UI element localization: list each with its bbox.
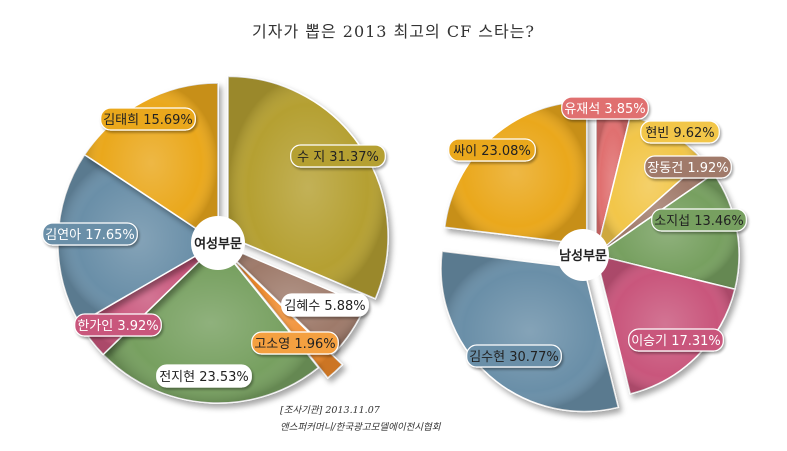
- data-label-text: 김태희 15.69%: [103, 113, 193, 128]
- data-label-pill: [100, 107, 196, 131]
- data-label-김태희: 김태희 15.69%: [100, 107, 196, 131]
- data-label-소지섭: 소지섭 13.46%: [651, 208, 747, 232]
- data-label-text: 한가인 3.92%: [77, 319, 158, 334]
- data-label-pill: [74, 313, 162, 337]
- data-label-pill: [644, 155, 732, 179]
- source-line-1: [조사기관] 2013.11.07: [280, 405, 380, 416]
- data-label-수지: 수 지 31.37%: [290, 144, 386, 168]
- pie-center-label: 남성부문: [559, 248, 607, 264]
- data-label-pill: [640, 120, 720, 144]
- data-label-현빈: 현빈 9.62%: [640, 120, 720, 144]
- data-label-장동건: 장동건 1.92%: [644, 155, 732, 179]
- data-label-pill: [42, 222, 138, 246]
- data-label-한가인: 한가인 3.92%: [74, 313, 162, 337]
- data-label-pill: [251, 331, 339, 355]
- data-label-pill: [628, 328, 724, 352]
- source-line-2: 앤스퍼커머니/한국광고모델에이전시협회: [280, 422, 441, 433]
- data-label-text: 수 지 31.37%: [297, 150, 379, 165]
- data-label-text: 김수현 30.77%: [469, 350, 559, 365]
- data-label-text: 현빈 9.62%: [645, 126, 714, 141]
- data-label-text: 김연아 17.65%: [45, 228, 135, 243]
- data-label-고소영: 고소영 1.96%: [251, 331, 339, 355]
- data-label-pill: [281, 293, 369, 317]
- data-label-text: 싸이 23.08%: [453, 144, 531, 159]
- data-label-text: 전지현 23.53%: [159, 370, 249, 385]
- chart-title: 기자가 뽑은 2013 최고의 CF 스타는?: [252, 22, 535, 41]
- pie-center-hole: [557, 229, 609, 281]
- data-label-김수현: 김수현 30.77%: [466, 344, 562, 368]
- data-label-text: 장동건 1.92%: [647, 161, 728, 176]
- data-label-pill: [651, 208, 747, 232]
- data-label-김연아: 김연아 17.65%: [42, 222, 138, 246]
- data-label-text: 소지섭 13.46%: [654, 214, 744, 229]
- data-label-text: 김혜수 5.88%: [284, 299, 365, 314]
- data-label-싸이: 싸이 23.08%: [448, 138, 536, 162]
- pie-center-hole: [191, 216, 245, 270]
- data-label-전지현: 전지현 23.53%: [156, 364, 252, 388]
- data-label-김혜수: 김혜수 5.88%: [281, 293, 369, 317]
- data-label-text: 유재석 3.85%: [564, 102, 645, 117]
- pie-center-label: 여성부문: [194, 236, 242, 252]
- data-label-pill: [448, 138, 536, 162]
- data-label-이승기: 이승기 17.31%: [628, 328, 724, 352]
- data-label-pill: [290, 144, 386, 168]
- data-label-pill: [561, 96, 649, 120]
- data-label-유재석: 유재석 3.85%: [561, 96, 649, 120]
- data-label-pill: [156, 364, 252, 388]
- data-label-pill: [466, 344, 562, 368]
- pie-slice-싸이: [443, 100, 588, 246]
- source-note: [조사기관] 2013.11.07 앤스퍼커머니/한국광고모델에이전시협회: [280, 402, 441, 436]
- data-label-text: 이승기 17.31%: [631, 334, 721, 349]
- data-label-text: 고소영 1.96%: [254, 337, 335, 352]
